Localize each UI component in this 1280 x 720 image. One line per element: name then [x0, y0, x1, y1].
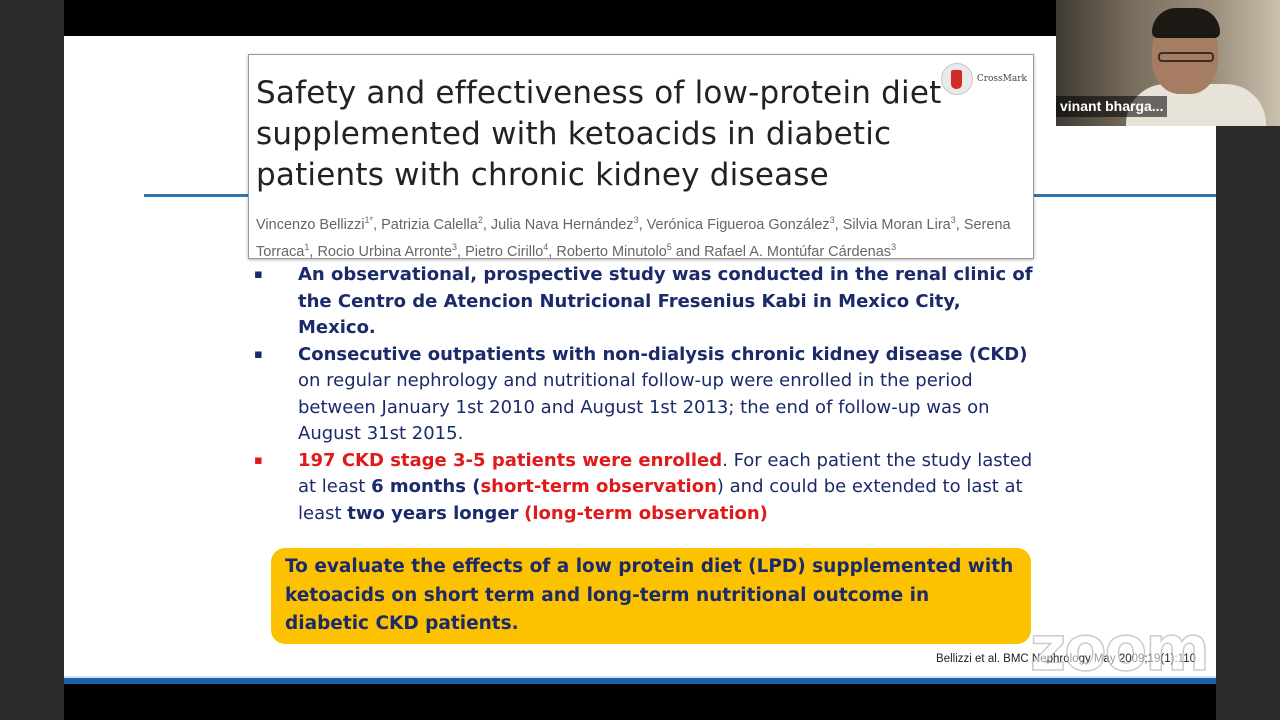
participant-glasses [1158, 52, 1214, 62]
bullet-text-run: ) and could be extended to last at least [298, 476, 1023, 524]
author-name: Vincenzo Bellizzi [256, 216, 365, 233]
author-name: Patrizia Calella [381, 216, 478, 233]
citation: Bellizzi et al. BMC Nephrology May 2009;… [936, 653, 1196, 665]
crossmark-label: CrossMark [976, 74, 1027, 84]
author-affiliation: 3 [950, 215, 956, 225]
author-separator: , [482, 216, 491, 233]
crossmark-badge: CrossMark [940, 63, 1027, 95]
author-separator: , [309, 243, 318, 260]
paper-authors: Vincenzo Bellizzi1*, Patrizia Calella2, … [256, 209, 1026, 263]
author-name: Verónica Figueroa González [646, 216, 830, 233]
paper-header-card: Safety and effectiveness of low-protein … [248, 54, 1034, 260]
crossmark-icon [940, 63, 973, 95]
bullet-marker-icon: ▪ [254, 346, 263, 362]
author-affiliation: 1* [364, 215, 374, 225]
bullet-text-run: Consecutive outpatients with non-dialysi… [298, 343, 1028, 365]
bullet-text-run: 6 months [371, 476, 466, 497]
author-name: Rocio Urbina Arronte [317, 243, 453, 260]
author-separator: , [834, 216, 843, 233]
bullet-item: ▪ An observational, prospective study was… [254, 262, 1034, 342]
author-name: Silvia Moran Lira [842, 216, 951, 233]
bullet-text-run: . For each patient the study lasted at l… [298, 449, 1033, 498]
zoom-watermark: zoom [1029, 611, 1210, 686]
author-separator: , [548, 243, 557, 260]
author-affiliation: 4 [543, 241, 549, 252]
author-separator: , [373, 216, 382, 233]
author-affiliation: 3 [891, 241, 897, 252]
author-name: Julia Nava Hernández [490, 216, 634, 233]
author-and: and [675, 243, 705, 260]
bullet-text-run: short-term observation [480, 476, 717, 497]
author-affiliation: 2 [477, 215, 483, 225]
presentation-slide: Safety and effectiveness of low-protein … [64, 36, 1216, 684]
bullet-list: ▪ An observational, prospective study was… [254, 262, 1034, 527]
slide-bottom-rule [64, 676, 1216, 684]
paper-title: Safety and effectiveness of low-protein … [256, 75, 942, 193]
bullet-text-run: An observational, prospective study was … [298, 264, 1033, 338]
author-name: Roberto Minutolo [556, 243, 667, 260]
bullet-marker-icon: ▪ [254, 452, 263, 468]
author-separator: , [955, 216, 964, 233]
author-separator: , [457, 243, 466, 260]
author-affiliation: 3 [829, 215, 835, 225]
author-separator: , [638, 216, 647, 233]
author-name: Pietro Cirillo [465, 243, 544, 260]
left-letterbox [0, 0, 64, 720]
participant-hair [1152, 8, 1220, 38]
bullet-marker-icon: ▪ [254, 267, 263, 282]
author-affiliation: 1 [304, 241, 310, 252]
bullet-text-run: two years longer [347, 502, 519, 524]
participant-name-label: vinant bharga... [1056, 96, 1168, 117]
bullet-text-run: (long-term observation) [524, 502, 768, 524]
bullet-item: ▪ Consecutive outpatients with non-dialys… [254, 342, 1034, 448]
bullet-text-run: 197 CKD stage 3-5 patients were enrolled [298, 449, 723, 471]
participant-video-tile[interactable]: vinant bharga... [1056, 0, 1280, 126]
author-affiliation: 5 [666, 241, 672, 252]
author-affiliation: 3 [452, 241, 458, 252]
bullet-text-run: on regular nephrology and nutritional fo… [298, 370, 990, 444]
author-name: Rafael A. Montúfar Cárdenas [704, 243, 892, 260]
bullet-text-run: ( [465, 476, 481, 497]
author-affiliation: 3 [633, 215, 639, 225]
objective-box: To evaluate the effects of a low protein… [271, 548, 1031, 644]
bullet-item: ▪ 197 CKD stage 3-5 patients were enrolle… [254, 448, 1034, 528]
author-name: Serena Torraca [256, 216, 1011, 260]
